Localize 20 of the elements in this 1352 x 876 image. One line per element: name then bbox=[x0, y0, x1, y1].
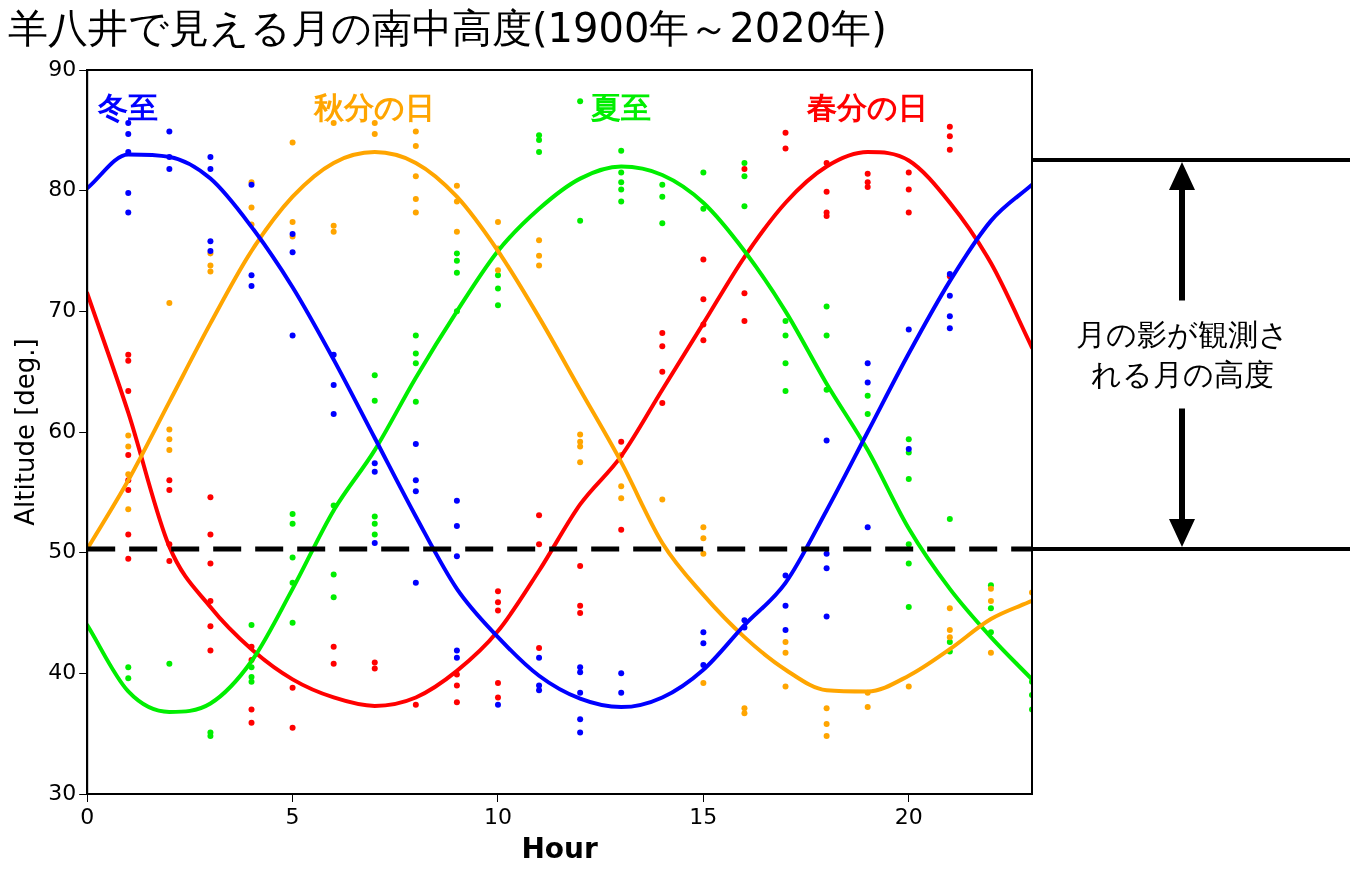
x-tick-label: 10 bbox=[483, 803, 512, 829]
x-tick-label: 0 bbox=[80, 803, 95, 829]
x-tick-label: 20 bbox=[894, 803, 923, 829]
x-tick-label: 5 bbox=[285, 803, 300, 829]
text: 月の影が観測される月の高度 bbox=[1072, 314, 1292, 395]
series-label: 春分の日 bbox=[806, 89, 929, 125]
series-label: 夏至 bbox=[590, 89, 652, 125]
y-tick-label: 80 bbox=[48, 176, 77, 202]
y-tick-label: 90 bbox=[48, 55, 77, 81]
chart-title: 羊八井で見える月の南中高度(1900年～2020年) bbox=[8, 5, 887, 52]
y-axis-title: Altitude [deg.] bbox=[10, 338, 41, 526]
y-tick-label: 40 bbox=[48, 659, 77, 685]
y-tick-label: 50 bbox=[48, 538, 77, 564]
x-axis-title: Hour bbox=[521, 832, 598, 866]
x-tick-label: 15 bbox=[689, 803, 718, 829]
series-label: 秋分の日 bbox=[313, 89, 436, 125]
y-tick-label: 30 bbox=[48, 779, 77, 805]
series-label: 冬至 bbox=[97, 89, 159, 125]
y-tick-label: 60 bbox=[48, 417, 77, 443]
y-tick-label: 70 bbox=[48, 297, 77, 323]
